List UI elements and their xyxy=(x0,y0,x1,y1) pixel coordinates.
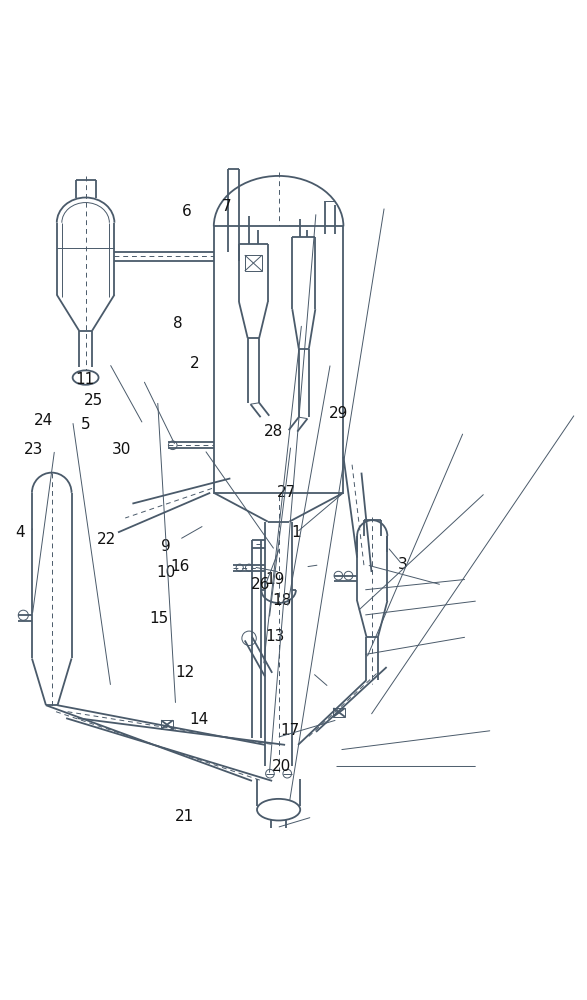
Text: 19: 19 xyxy=(266,572,285,587)
Text: 18: 18 xyxy=(272,593,291,608)
Text: 1: 1 xyxy=(292,525,301,540)
Bar xyxy=(161,720,173,729)
Text: 23: 23 xyxy=(23,442,43,457)
Text: 22: 22 xyxy=(97,532,116,547)
Bar xyxy=(214,226,343,493)
Text: 27: 27 xyxy=(276,485,296,500)
Text: 14: 14 xyxy=(190,712,209,727)
Text: 4: 4 xyxy=(15,525,25,540)
Text: 10: 10 xyxy=(156,565,175,580)
Ellipse shape xyxy=(257,799,300,820)
Text: 20: 20 xyxy=(272,759,291,774)
Text: 28: 28 xyxy=(264,424,283,439)
Bar xyxy=(333,708,345,717)
Text: 24: 24 xyxy=(34,413,53,428)
Ellipse shape xyxy=(73,370,99,385)
Text: 21: 21 xyxy=(175,809,194,824)
Text: 9: 9 xyxy=(161,539,170,554)
Text: 8: 8 xyxy=(173,316,183,331)
Text: 13: 13 xyxy=(266,629,285,644)
Text: 3: 3 xyxy=(397,557,407,572)
Text: 30: 30 xyxy=(112,442,131,457)
Text: 15: 15 xyxy=(150,611,169,626)
Text: 25: 25 xyxy=(84,393,103,408)
Text: 5: 5 xyxy=(80,417,90,432)
Text: 26: 26 xyxy=(251,577,271,592)
Text: 17: 17 xyxy=(281,723,300,738)
Text: 16: 16 xyxy=(171,559,190,574)
Text: 6: 6 xyxy=(182,204,191,219)
Text: 12: 12 xyxy=(175,665,194,680)
Bar xyxy=(245,255,262,271)
Text: 29: 29 xyxy=(329,406,349,421)
Text: 2: 2 xyxy=(190,356,200,371)
Text: 11: 11 xyxy=(76,372,95,387)
Text: 7: 7 xyxy=(222,199,232,214)
